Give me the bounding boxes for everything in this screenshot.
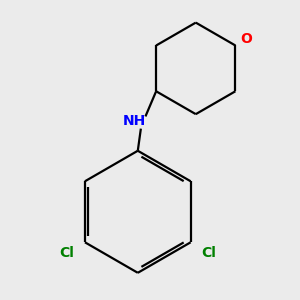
- Text: Cl: Cl: [59, 246, 74, 260]
- Text: O: O: [240, 32, 252, 46]
- Text: NH: NH: [123, 114, 146, 128]
- Text: Cl: Cl: [202, 246, 217, 260]
